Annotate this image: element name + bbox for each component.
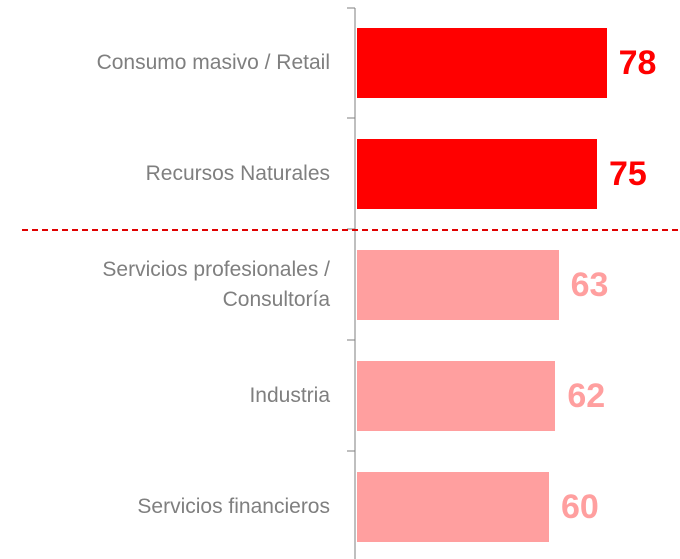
value-label: 75 [609, 155, 647, 193]
bar [357, 361, 556, 431]
value-label: 62 [567, 377, 606, 415]
value-label: 60 [561, 488, 599, 526]
bar [357, 139, 597, 209]
category-label: Servicios financieros [137, 495, 330, 518]
category-label: Industria [249, 384, 330, 407]
bar [357, 472, 549, 542]
value-label: 63 [570, 266, 609, 304]
category-label: Servicios profesionales / Consultoría [102, 258, 330, 311]
value-label: 78 [618, 44, 657, 82]
bar [357, 250, 559, 320]
category-label: Consumo masivo / Retail [96, 51, 330, 74]
category-label: Recursos Naturales [145, 162, 330, 185]
bar [357, 28, 607, 98]
